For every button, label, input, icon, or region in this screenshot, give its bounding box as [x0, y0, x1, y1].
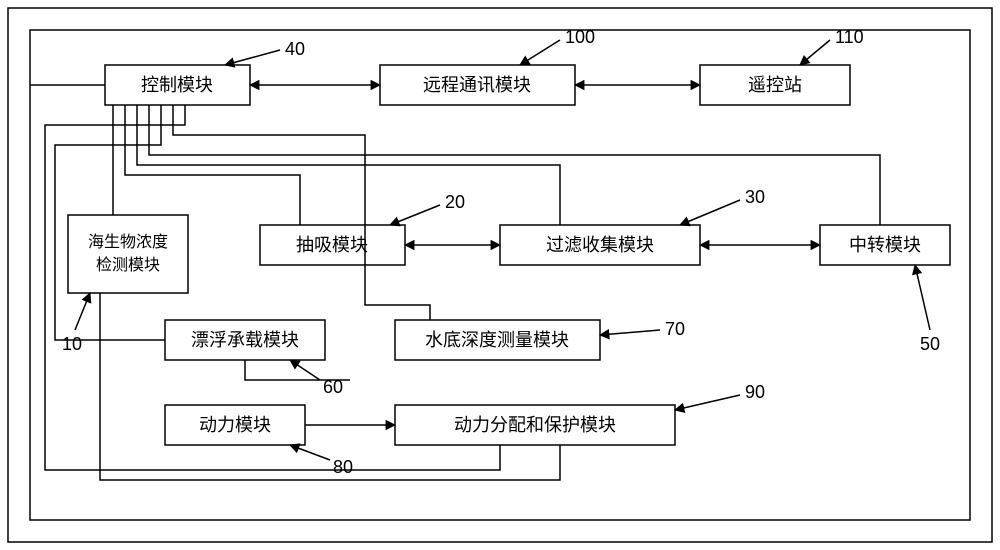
- box-power: 动力模块: [165, 405, 305, 445]
- svg-text:50: 50: [920, 334, 940, 354]
- box-station: 遥控站: [700, 65, 850, 105]
- box-bio: 海生物浓度 检测模块: [68, 215, 188, 293]
- svg-text:20: 20: [445, 192, 465, 212]
- svg-text:水底深度测量模块: 水底深度测量模块: [425, 330, 569, 350]
- c6: [173, 105, 430, 320]
- box-filter: 过滤收集模块: [500, 225, 700, 265]
- svg-text:90: 90: [745, 382, 765, 402]
- c3: [137, 105, 560, 225]
- svg-text:漂浮承载模块: 漂浮承载模块: [191, 330, 299, 350]
- svg-text:海生物浓度: 海生物浓度: [88, 233, 168, 251]
- svg-text:抽吸模块: 抽吸模块: [296, 235, 368, 255]
- svg-text:70: 70: [665, 319, 685, 339]
- svg-text:10: 10: [62, 334, 82, 354]
- svg-text:检测模块: 检测模块: [96, 256, 160, 274]
- box-float: 漂浮承载模块: [165, 320, 325, 360]
- svg-text:40: 40: [285, 39, 305, 59]
- svg-text:60: 60: [323, 377, 343, 397]
- svg-text:100: 100: [565, 27, 595, 47]
- svg-text:遥控站: 遥控站: [748, 75, 802, 95]
- svg-text:过滤收集模块: 过滤收集模块: [546, 235, 654, 255]
- svg-text:30: 30: [745, 187, 765, 207]
- box-depth: 水底深度测量模块: [395, 320, 600, 360]
- box-transit: 中转模块: [820, 225, 950, 265]
- svg-text:110: 110: [835, 27, 864, 47]
- svg-text:远程通讯模块: 远程通讯模块: [423, 75, 531, 95]
- box-remote: 远程通讯模块: [380, 65, 575, 105]
- box-dist: 动力分配和保护模块: [395, 405, 675, 445]
- box-control: 控制模块: [105, 65, 250, 105]
- svg-text:动力分配和保护模块: 动力分配和保护模块: [454, 415, 616, 435]
- box-suction: 抽吸模块: [260, 225, 405, 265]
- svg-text:80: 80: [333, 457, 353, 477]
- svg-text:中转模块: 中转模块: [849, 235, 921, 255]
- svg-text:动力模块: 动力模块: [199, 415, 271, 435]
- svg-text:控制模块: 控制模块: [141, 75, 213, 95]
